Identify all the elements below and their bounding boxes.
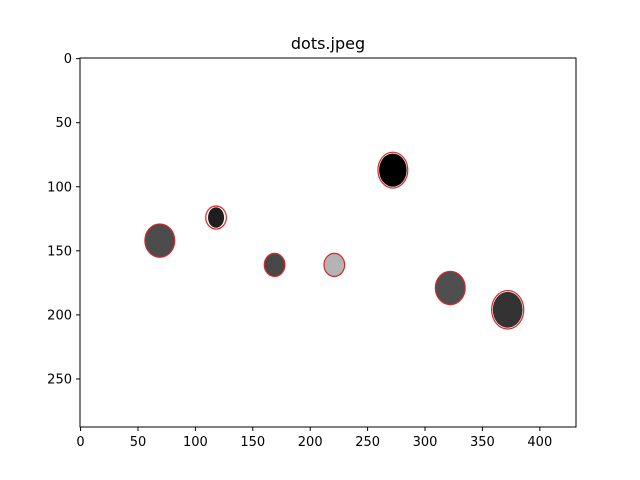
dot-1 bbox=[144, 223, 175, 258]
dot-3 bbox=[264, 253, 285, 277]
y-tick-label: 150 bbox=[47, 244, 72, 259]
y-axis: 0 50 100 150 200 250 bbox=[47, 52, 80, 387]
x-tick-label: 200 bbox=[298, 435, 323, 450]
y-tick-label: 200 bbox=[47, 308, 72, 323]
x-tick-label: 400 bbox=[527, 435, 552, 450]
y-tick-label: 50 bbox=[55, 116, 72, 131]
dot-4 bbox=[323, 253, 345, 277]
detection-circle-3 bbox=[263, 252, 286, 278]
y-tick-label: 250 bbox=[47, 372, 72, 387]
x-tick-label: 0 bbox=[76, 435, 84, 450]
detection-circle-5 bbox=[377, 151, 409, 189]
image-layer bbox=[80, 58, 576, 427]
x-tick-label: 300 bbox=[413, 435, 438, 450]
x-axis: 0 50 100 150 200 250 300 350 400 bbox=[76, 427, 552, 450]
y-tick-label: 0 bbox=[64, 52, 72, 67]
detection-circle-7 bbox=[491, 289, 525, 330]
dot-5 bbox=[379, 153, 407, 187]
detection-circle-6 bbox=[434, 270, 466, 306]
detection-circle-2 bbox=[205, 205, 227, 230]
dot-7 bbox=[492, 291, 523, 328]
x-tick-label: 150 bbox=[240, 435, 265, 450]
annotation-layer bbox=[144, 151, 525, 330]
dot-6 bbox=[435, 271, 466, 305]
detection-circle-1 bbox=[144, 223, 176, 258]
axes-frame bbox=[79, 57, 577, 428]
dot-2 bbox=[208, 207, 225, 228]
detection-circle-4 bbox=[323, 252, 346, 278]
x-tick-label: 50 bbox=[130, 435, 147, 450]
chart-title: dots.jpeg bbox=[291, 34, 365, 53]
x-tick-label: 100 bbox=[183, 435, 208, 450]
x-tick-label: 250 bbox=[355, 435, 380, 450]
y-tick-label: 100 bbox=[47, 180, 72, 195]
x-tick-label: 350 bbox=[470, 435, 495, 450]
